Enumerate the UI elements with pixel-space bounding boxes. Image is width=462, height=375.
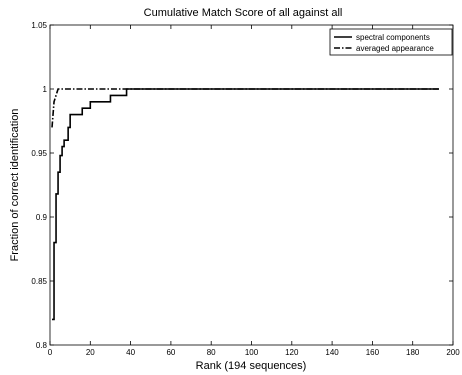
series-line-spectral-components [52, 88, 439, 321]
legend-entry-spectral-components: spectral components [356, 33, 430, 42]
x-tick-label: 100 [245, 348, 259, 357]
x-tick-label: 140 [325, 348, 339, 357]
y-axis-label: Fraction of correct identification [9, 109, 21, 262]
x-tick-label: 40 [126, 348, 135, 357]
legend: spectral components averaged appearance [329, 28, 453, 56]
x-tick-label: 180 [406, 348, 420, 357]
y-tick-label: 0.9 [36, 213, 48, 222]
legend-entry-averaged-appearance: averaged appearance [356, 44, 434, 53]
x-tick-label: 200 [446, 348, 460, 357]
y-tick-label: 1 [43, 85, 48, 94]
y-tick-label: 0.8 [36, 341, 48, 350]
x-tick-label: 20 [86, 348, 95, 357]
x-tick-label: 160 [366, 348, 380, 357]
series-layer [51, 88, 439, 321]
chart-title: Cumulative Match Score of all against al… [144, 7, 343, 19]
x-axis-ticks: 0 20 40 60 80 100 120 140 160 180 200 [48, 25, 460, 357]
x-tick-label: 120 [285, 348, 299, 357]
x-axis-label: Rank (194 sequences) [196, 360, 307, 372]
x-tick-label: 60 [166, 348, 175, 357]
series-line-averaged-appearance [51, 88, 439, 128]
y-tick-label: 0.85 [31, 277, 47, 286]
plot-frame [49, 24, 454, 346]
legend-box [329, 28, 453, 56]
y-tick-label: 0.95 [31, 149, 47, 158]
y-tick-label: 1.05 [31, 21, 47, 30]
x-tick-label: 0 [48, 348, 53, 357]
x-tick-label: 80 [207, 348, 216, 357]
y-axis-ticks: 0.8 0.85 0.9 0.95 1 1.05 [31, 21, 453, 350]
